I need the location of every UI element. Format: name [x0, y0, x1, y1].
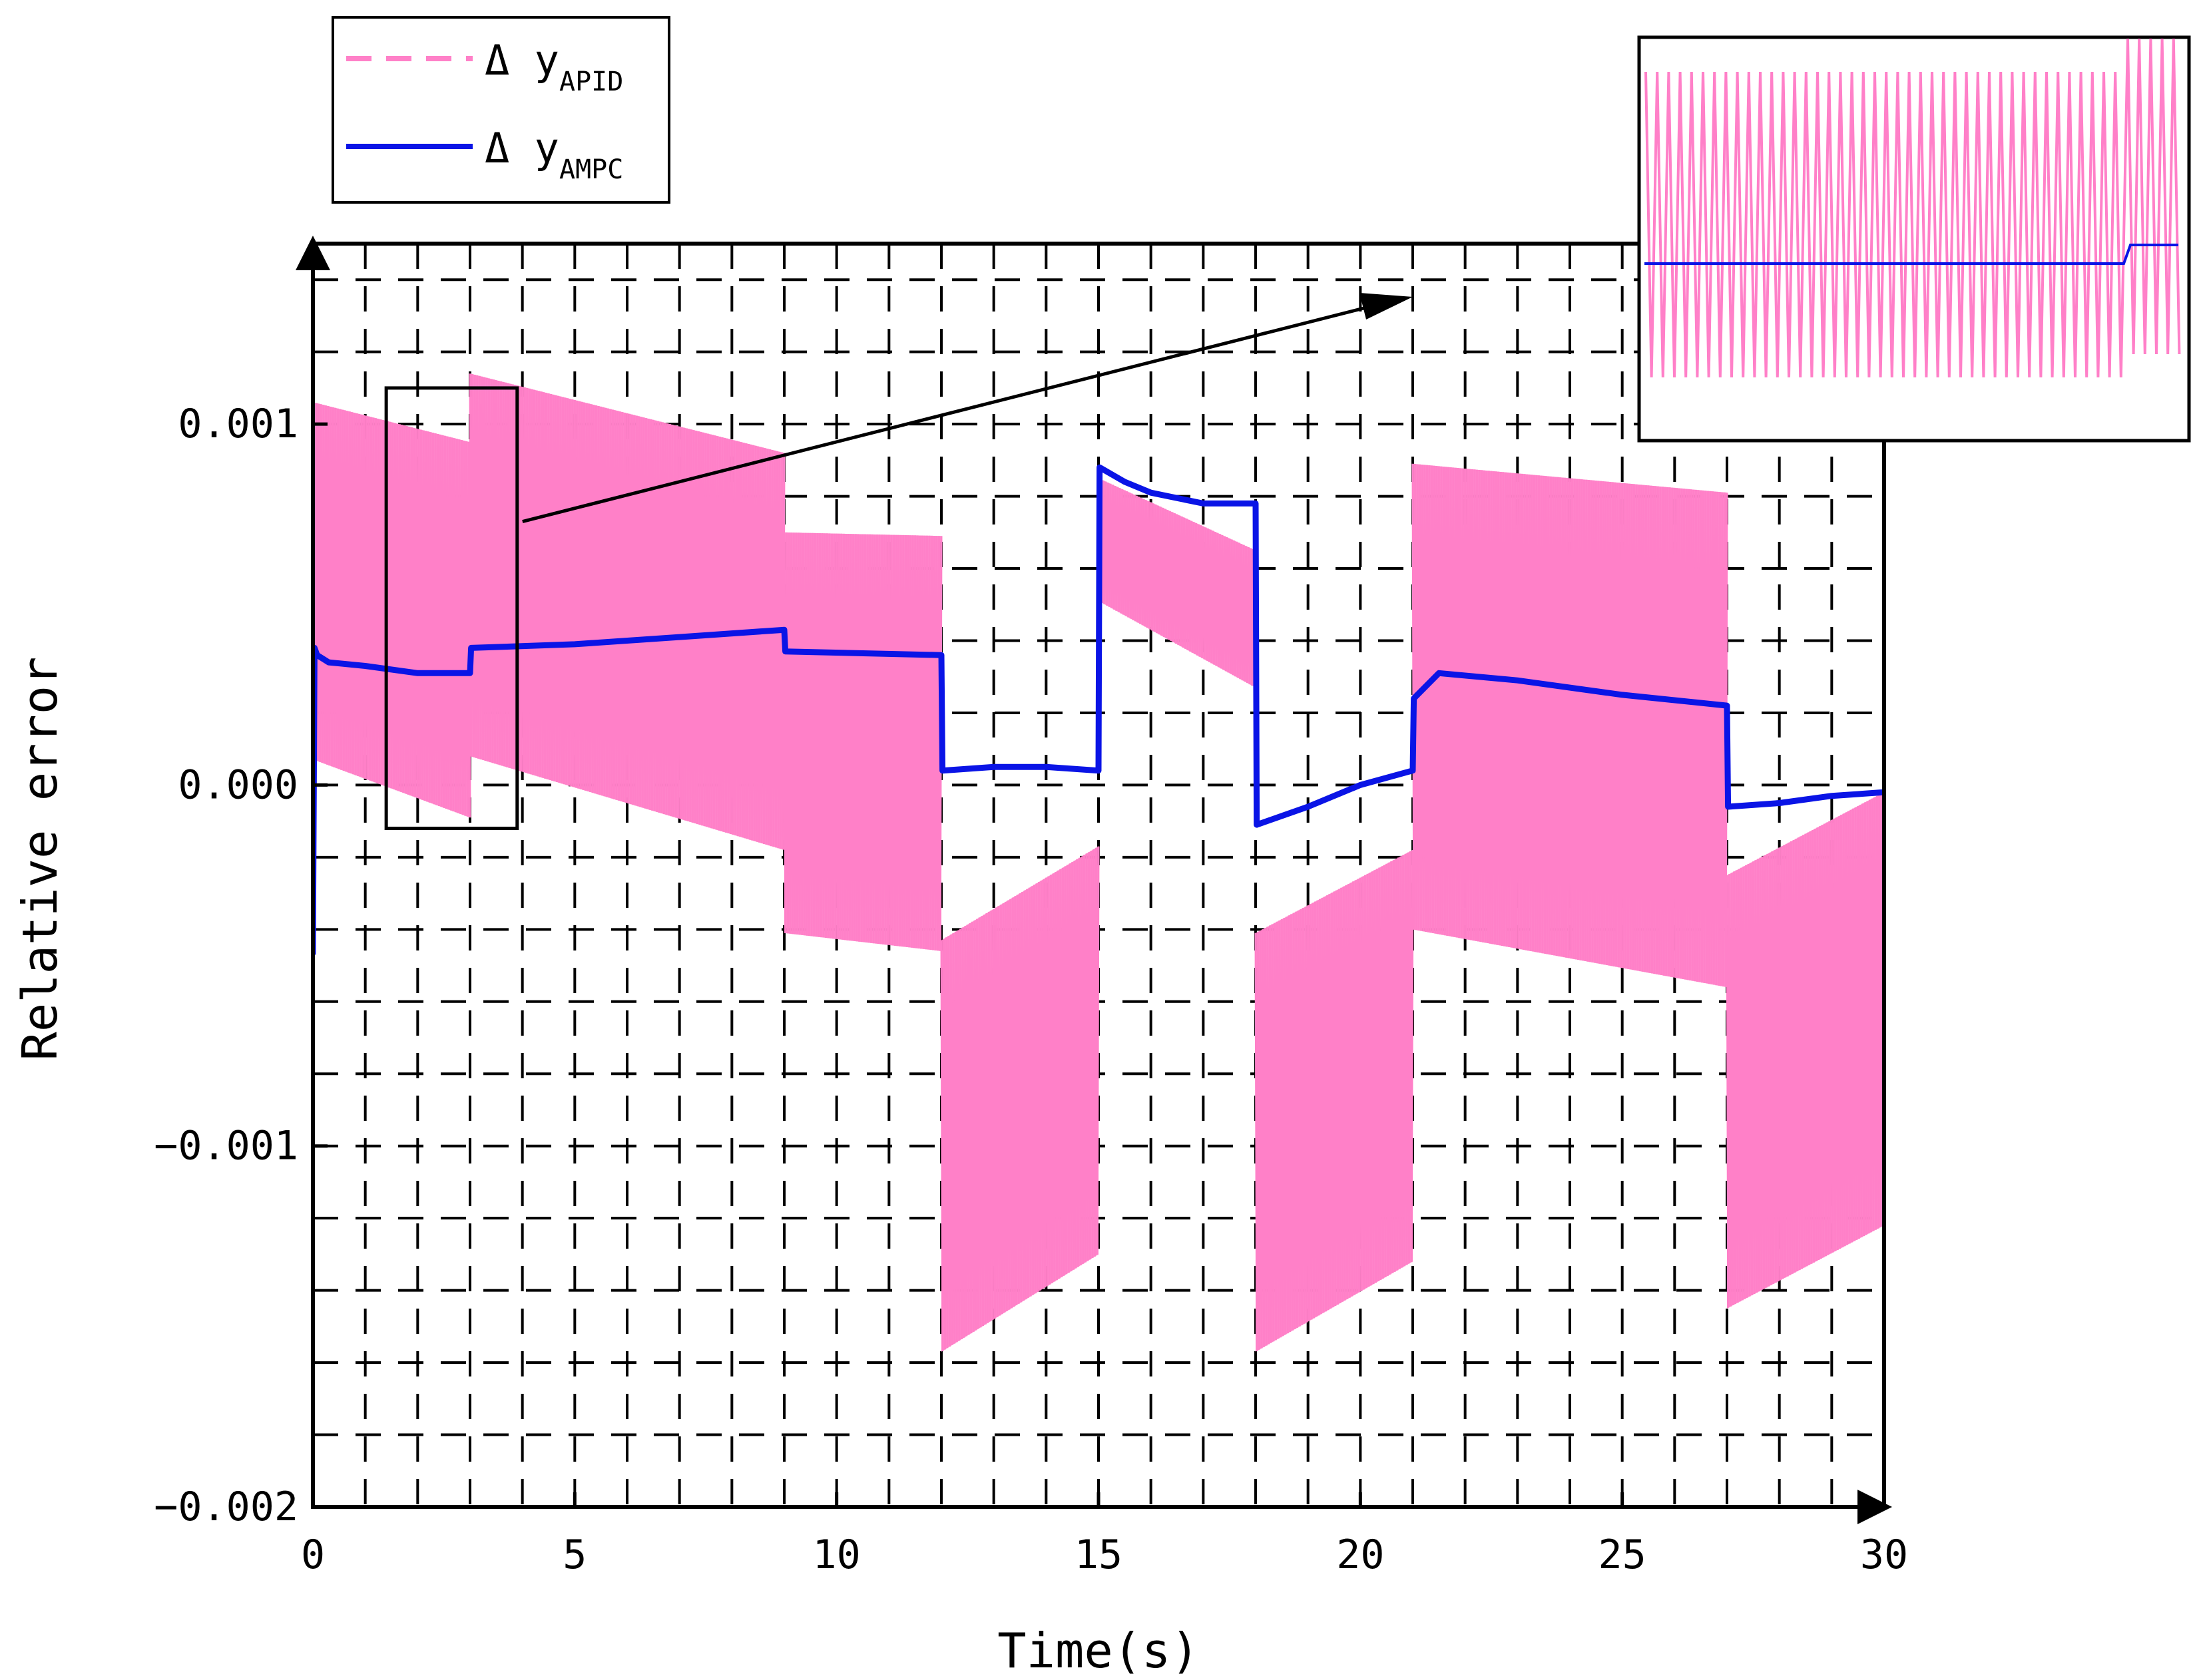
x-tick-label: 15	[1075, 1532, 1122, 1578]
y-axis-arrow	[296, 236, 330, 270]
apid-oscillation-line	[940, 846, 1100, 1351]
apid-oscillation-line	[783, 532, 943, 951]
series-area	[313, 373, 1884, 1352]
apid-oscillation-line	[1097, 478, 1257, 688]
legend: Δ yAPID Δ yAMPC	[332, 16, 670, 204]
inset-apid-oscillation	[1644, 38, 2181, 378]
x-tick-label: 20	[1336, 1532, 1384, 1578]
ampc-line	[313, 464, 1884, 955]
x-tick-label: 10	[813, 1532, 861, 1578]
zoom-pointer-arrowhead	[1359, 293, 1413, 319]
zoom-box	[384, 386, 519, 831]
inset-zoom-panel	[1637, 35, 2191, 443]
x-axis-title: Time(s)	[997, 1623, 1199, 1677]
apid-oscillation-line	[313, 402, 471, 818]
zoom-pointer-line	[522, 301, 1385, 523]
annotations	[384, 293, 1413, 831]
inset-apid-line	[1644, 38, 2181, 378]
x-tick-label: 0	[301, 1532, 325, 1578]
y-tick-label: 0.000	[178, 761, 298, 808]
y-tick-label: 0.001	[178, 401, 298, 447]
inset-ampc-line	[1644, 244, 2178, 265]
x-axis-arrow	[1857, 1490, 1892, 1524]
y-tick-label: −0.002	[154, 1484, 298, 1530]
apid-oscillation-line	[1726, 792, 1884, 1308]
legend-ampc-sub: AMPC	[559, 154, 623, 185]
x-tick-label: 5	[563, 1532, 587, 1578]
legend-apid-sub: APID	[559, 67, 623, 97]
apid-oscillation-line	[1411, 463, 1728, 987]
tick-labels: 0 5 10 15 20 25 30 −0.002 −0.001 0.000 0.001	[154, 401, 1908, 1578]
y-tick-label: −0.001	[154, 1123, 298, 1169]
apid-oscillation-line	[469, 373, 786, 850]
legend-ampc-prefix: Δ y	[485, 124, 559, 172]
legend-box	[332, 16, 670, 204]
apid-oscillation-line	[1254, 849, 1414, 1351]
y-axis-title: Relative error	[12, 657, 68, 1061]
legend-apid-prefix: Δ y	[485, 36, 559, 85]
x-tick-label: 25	[1598, 1532, 1646, 1578]
legend-label-ampc: Δ yAMPC	[485, 124, 623, 185]
x-tick-label: 30	[1860, 1532, 1908, 1578]
legend-label-apid: Δ yAPID	[485, 36, 623, 97]
